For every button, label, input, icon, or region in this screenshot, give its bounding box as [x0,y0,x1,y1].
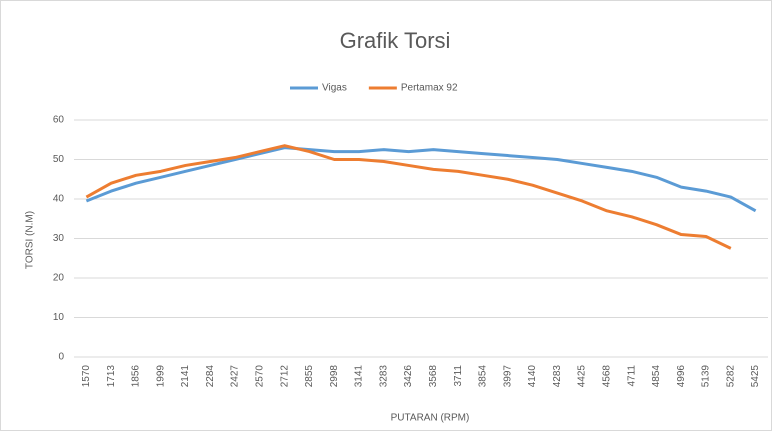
legend-label: Pertamax 92 [401,83,458,94]
x-tick-label: 1856 [131,365,142,388]
x-tick-label: 5282 [725,365,736,388]
x-tick-label: 4140 [527,365,538,388]
x-tick-label: 5425 [750,365,761,388]
x-tick-label: 4283 [552,365,563,388]
chart-title: Grafik Torsi [340,28,451,53]
x-tick-label: 5139 [701,365,712,388]
x-tick-label: 4711 [626,365,637,387]
y-tick-label: 30 [53,233,65,244]
x-tick-label: 3711 [453,365,464,387]
y-tick-label: 10 [53,312,65,323]
x-tick-label: 4854 [651,365,662,388]
x-tick-label: 2427 [230,365,241,388]
y-axis-label: TORSI (N.M) [25,211,36,269]
x-tick-label: 4568 [602,365,613,388]
x-tick-label: 1999 [155,365,166,388]
x-tick-label: 3568 [428,365,439,388]
legend-label: Vigas [322,83,347,94]
x-tick-label: 3854 [478,365,489,388]
x-axis-label: PUTARAN (RPM) [391,413,470,424]
x-tick-label: 3283 [378,365,389,388]
x-tick-label: 3426 [403,365,414,388]
y-tick-label: 40 [53,194,65,205]
x-tick-label: 2998 [329,365,340,388]
x-tick-label: 1570 [81,365,92,388]
x-tick-label: 2284 [205,365,216,388]
x-tick-label: 2141 [180,365,191,388]
x-tick-label: 2855 [304,365,315,388]
series-line [85,144,732,250]
y-tick-label: 50 [53,154,65,165]
series-line [85,146,757,213]
x-tick-label: 3997 [502,365,513,388]
x-tick-label: 2712 [279,365,290,388]
x-tick-label: 3141 [354,365,365,388]
y-tick-label: 0 [58,352,64,363]
x-tick-label: 4996 [676,365,687,388]
y-tick-label: 60 [53,115,65,126]
x-tick-label: 1713 [106,365,117,388]
x-tick-label: 2570 [255,365,266,388]
y-tick-label: 20 [53,273,65,284]
x-tick-label: 4425 [577,365,588,388]
